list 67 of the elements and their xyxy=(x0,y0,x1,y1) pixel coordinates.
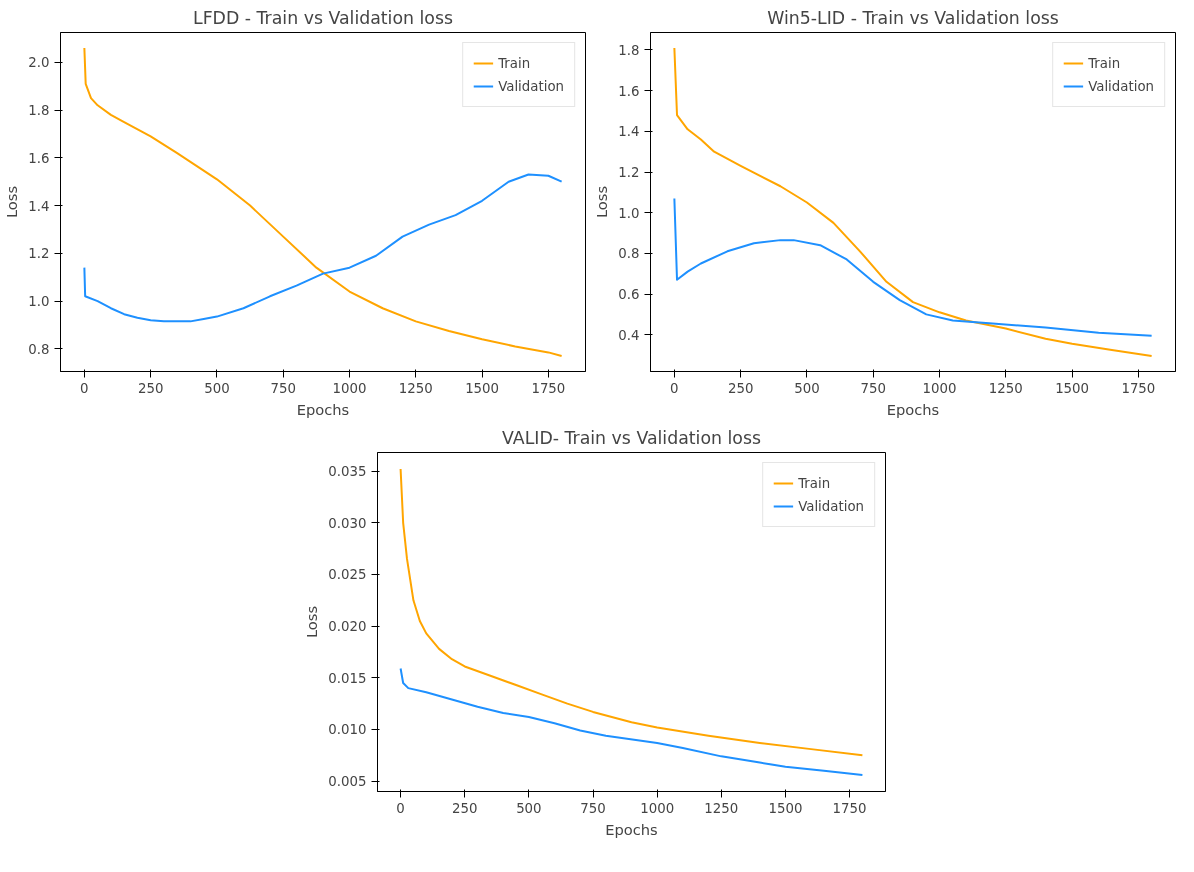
x-tick-label: 500 xyxy=(204,380,230,396)
x-tick-label: 1000 xyxy=(332,380,367,396)
y-axis-title: Loss xyxy=(3,185,21,219)
x-tick-label: 750 xyxy=(860,380,886,396)
y-tick-label: 0.8 xyxy=(28,341,50,357)
line-series xyxy=(399,667,864,776)
y-tick-label: 1.2 xyxy=(28,246,50,262)
x-tick-label: 1500 xyxy=(1055,380,1090,396)
x-tick-label: 1750 xyxy=(531,380,566,396)
y-tick-label: 1.0 xyxy=(28,294,50,310)
chart-title: LFDD - Train vs Validation loss xyxy=(193,7,453,28)
x-tick-label: 1000 xyxy=(922,380,957,396)
y-tick-label: 0.005 xyxy=(328,774,367,790)
y-tick-label: 1.0 xyxy=(618,205,640,221)
x-tick-label: 1250 xyxy=(398,380,433,396)
legend-label: Train xyxy=(1088,55,1121,71)
y-tick-label: 0.010 xyxy=(328,722,367,738)
x-axis-title: Epochs xyxy=(605,820,658,838)
x-tick-label: 750 xyxy=(580,800,606,816)
x-tick-label: 500 xyxy=(516,800,542,816)
y-axis-title: Loss xyxy=(593,185,611,219)
y-tick-label: 2.0 xyxy=(28,55,50,71)
y-tick-label: 0.8 xyxy=(618,246,640,262)
y-tick-label: 0.025 xyxy=(328,567,367,583)
x-tick-label: 250 xyxy=(452,800,478,816)
x-tick-label: 0 xyxy=(670,380,679,396)
line-series xyxy=(673,197,1153,337)
y-tick-label: 0.6 xyxy=(618,287,640,303)
legend-label: Validation xyxy=(498,78,564,94)
y-tick-label: 0.015 xyxy=(328,670,367,686)
legend-label: Train xyxy=(498,55,531,71)
x-tick-label: 500 xyxy=(794,380,820,396)
x-tick-label: 1250 xyxy=(988,380,1023,396)
x-tick-label: 750 xyxy=(270,380,296,396)
x-tick-label: 1000 xyxy=(640,800,675,816)
x-axis-title: Epochs xyxy=(296,400,350,418)
y-tick-label: 1.6 xyxy=(618,83,640,99)
line-series xyxy=(83,173,563,323)
y-tick-label: 1.6 xyxy=(28,150,50,166)
legend-label: Train xyxy=(798,475,831,491)
y-axis-title: Loss xyxy=(303,605,321,639)
line-series xyxy=(83,47,563,357)
x-tick-label: 1500 xyxy=(465,380,500,396)
x-tick-label: 0 xyxy=(80,380,89,396)
chart-title: VALID- Train vs Validation loss xyxy=(502,427,761,448)
y-tick-label: 1.4 xyxy=(618,124,640,140)
y-tick-label: 0.4 xyxy=(618,327,640,343)
x-tick-label: 250 xyxy=(727,380,754,396)
legend-label: Validation xyxy=(798,498,864,514)
y-tick-label: 1.8 xyxy=(28,103,50,119)
x-tick-label: 1500 xyxy=(768,800,803,816)
line-series xyxy=(399,468,864,757)
y-tick-label: 1.2 xyxy=(618,165,640,180)
y-tick-label: 1.4 xyxy=(28,198,50,214)
x-tick-label: 0 xyxy=(396,800,405,816)
chart-title: Win5-LID - Train vs Validation loss xyxy=(767,7,1059,28)
y-tick-label: 1.8 xyxy=(618,42,640,58)
x-axis-title: Epochs xyxy=(886,400,940,418)
x-tick-label: 1750 xyxy=(1121,380,1156,396)
y-tick-label: 0.035 xyxy=(328,464,367,480)
legend-label: Validation xyxy=(1088,78,1154,94)
x-tick-label: 250 xyxy=(137,380,164,396)
y-tick-label: 0.030 xyxy=(328,515,367,531)
x-tick-label: 1250 xyxy=(704,800,739,816)
y-tick-label: 0.020 xyxy=(328,619,367,635)
x-tick-label: 1750 xyxy=(832,800,867,816)
line-series xyxy=(673,46,1153,358)
